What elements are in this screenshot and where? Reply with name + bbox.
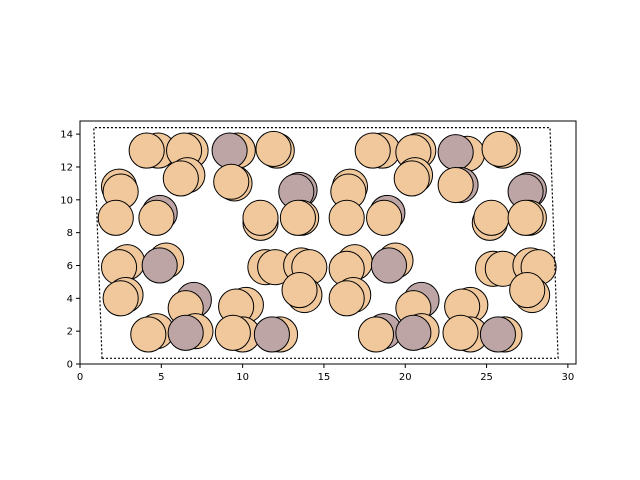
atom-dark xyxy=(479,316,517,353)
atom-light xyxy=(214,314,251,351)
axes-frame xyxy=(79,120,577,365)
atom-light xyxy=(481,130,518,167)
atom-light xyxy=(97,199,134,236)
atom-light xyxy=(437,166,474,204)
atom-light xyxy=(442,314,479,351)
x-tick-label: 0 xyxy=(77,372,83,383)
atoms-layer xyxy=(97,130,557,353)
atom-dark xyxy=(395,314,432,351)
atom-dark xyxy=(167,314,204,351)
atom-light xyxy=(473,199,510,236)
atom-light xyxy=(507,199,544,236)
x-tick-label: 5 xyxy=(158,372,164,383)
atom-dark xyxy=(141,247,178,284)
atom-light xyxy=(255,130,292,167)
atom-dark xyxy=(437,134,474,171)
y-tick-label: 8 xyxy=(67,228,73,239)
y-tick-label: 2 xyxy=(67,327,73,338)
y-tick-label: 12 xyxy=(60,162,73,173)
atom-light xyxy=(366,199,403,236)
atom-light xyxy=(242,199,279,236)
atom-dark xyxy=(211,132,248,169)
atom-dark xyxy=(253,316,290,353)
atom-light xyxy=(102,280,139,317)
x-tick-label: 25 xyxy=(480,372,493,383)
x-tick-label: 15 xyxy=(318,372,331,383)
y-tick-label: 4 xyxy=(67,294,73,305)
unit-cell-outline xyxy=(93,126,559,359)
y-tick-label: 10 xyxy=(60,195,73,206)
atom-light xyxy=(213,163,250,200)
atom-light xyxy=(393,160,430,197)
atom-light xyxy=(509,272,546,309)
atom-dark xyxy=(370,247,408,284)
atom-light xyxy=(130,316,167,353)
x-tick-label: 10 xyxy=(236,372,249,383)
atom-light xyxy=(279,199,316,236)
atom-light xyxy=(281,272,318,309)
axes-layer: 0 5 10 15 20 25 30 0 2 4 6 8 10 12 14 xyxy=(60,120,577,383)
x-tick-label: 20 xyxy=(399,372,412,383)
y-tick-label: 6 xyxy=(67,261,73,272)
atom-light xyxy=(328,199,365,236)
atom-light xyxy=(162,160,199,197)
y-tick-label: 0 xyxy=(67,360,73,371)
y-tick-label: 14 xyxy=(60,130,73,141)
atom-light xyxy=(354,132,391,169)
atom-light xyxy=(328,280,365,317)
atom-light xyxy=(128,132,165,169)
x-tick-label: 30 xyxy=(562,372,575,383)
atom-light xyxy=(357,316,395,353)
atom-light xyxy=(138,199,175,236)
